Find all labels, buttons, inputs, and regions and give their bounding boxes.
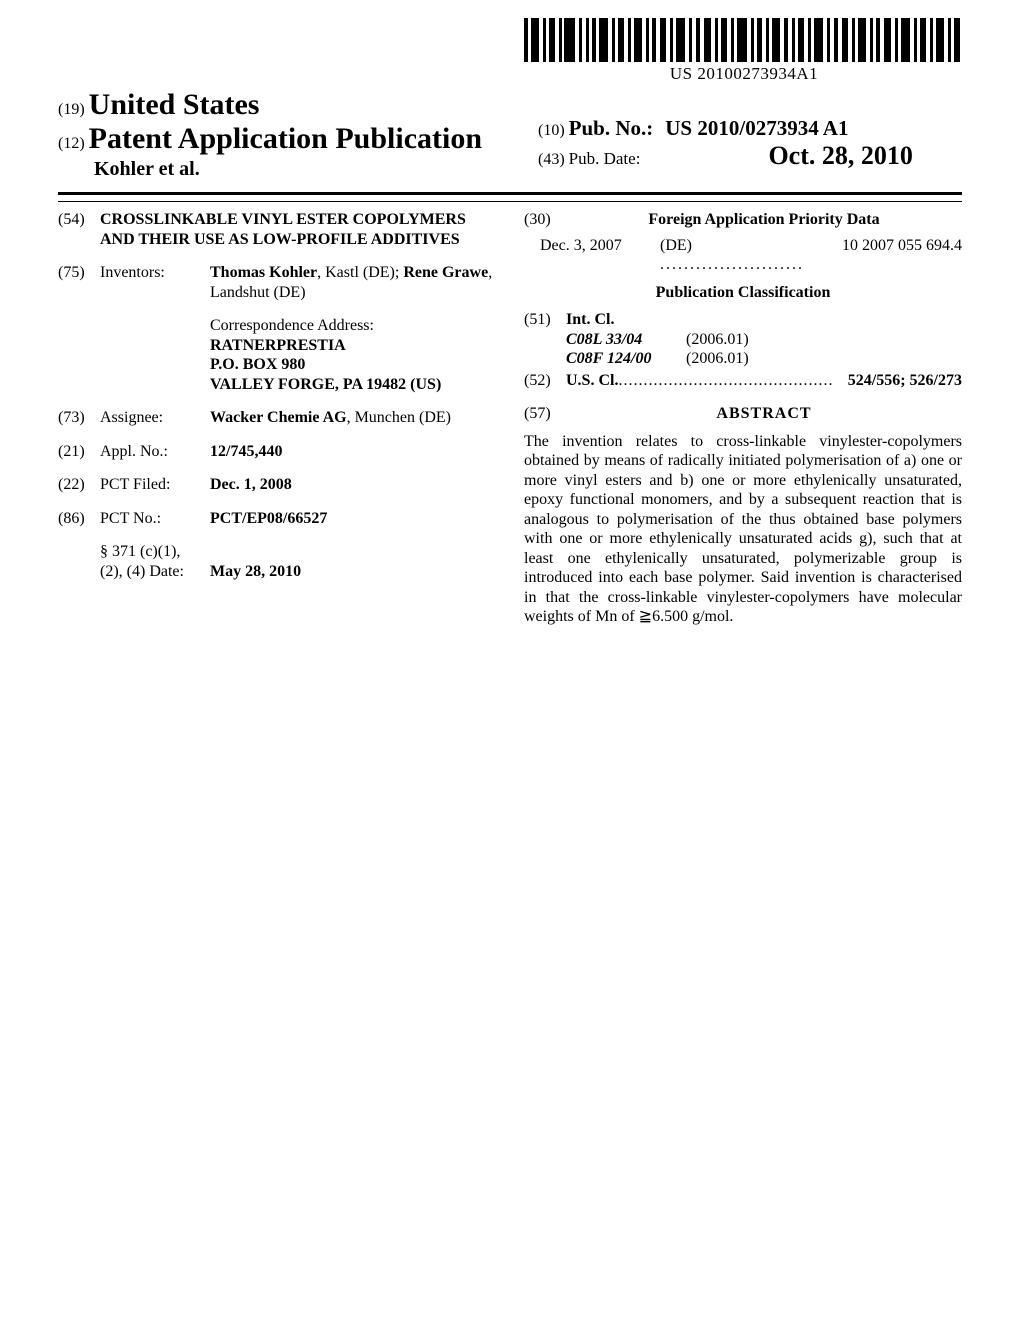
abstract-body: The invention relates to cross-linkable … (524, 432, 962, 627)
correspondence-line1: RATNERPRESTIA (210, 336, 496, 356)
field-abstract-heading: (57) ABSTRACT (524, 404, 962, 428)
intcl-ver-1: (2006.01) (686, 349, 749, 369)
inventors-body: Thomas Kohler, Kastl (DE); Rene Grawe, L… (210, 263, 496, 302)
pubdate-value: Oct. 28, 2010 (768, 141, 912, 170)
barcode-text: US 20100273934A1 (524, 64, 964, 84)
applno-value: 12/745,440 (210, 442, 496, 462)
pctno-value: PCT/EP08/66527 (210, 509, 496, 529)
header-left: (19) United States (12) Patent Applicati… (58, 88, 482, 181)
assignee-body: Wacker Chemie AG, Munchen (DE) (210, 408, 496, 428)
correspondence-line3: VALLEY FORGE, PA 19482 (US) (210, 375, 496, 395)
fpd-num: (30) (524, 210, 566, 230)
s371-line1: § 371 (c)(1), (100, 542, 210, 562)
uscl-val-bold: 524/556; 526/273 (848, 372, 962, 389)
uscl-value: 524/556; 526/273 (833, 371, 962, 391)
office-prefix: (19) (58, 101, 85, 118)
pub-class-heading: Publication Classification (524, 283, 962, 303)
pubno-value: US 2010/0273934 A1 (665, 116, 848, 140)
fpd-row: Dec. 3, 2007 (DE) 10 2007 055 694.4 (540, 236, 962, 275)
correspondence-block: Correspondence Address: RATNERPRESTIA P.… (210, 316, 496, 394)
pctfiled-num: (22) (58, 475, 100, 495)
inventors-label: Inventors: (100, 263, 210, 302)
inventors-num: (75) (58, 263, 100, 302)
correspondence-label: Correspondence Address: (210, 316, 496, 336)
correspondence-line2: P.O. BOX 980 (210, 355, 496, 375)
field-applno: (21) Appl. No.: 12/745,440 (58, 442, 496, 462)
intcl-body: Int. Cl. C08L 33/04 (2006.01) C08F 124/0… (566, 310, 962, 369)
applno-label: Appl. No.: (100, 442, 210, 462)
body-columns: (54) CROSSLINKABLE VINYL ESTER COPOLYMER… (58, 210, 962, 627)
field-pctfiled: (22) PCT Filed: Dec. 1, 2008 (58, 475, 496, 495)
s371-blank (58, 542, 100, 582)
field-inventors: (75) Inventors: Thomas Kohler, Kastl (DE… (58, 263, 496, 302)
right-column: (30) Foreign Application Priority Data D… (524, 210, 962, 627)
field-uscl: (52) U.S. Cl. 524/556; 526/273 (524, 371, 962, 391)
abstract-num: (57) (524, 404, 566, 428)
s371-date: May 28, 2010 (210, 542, 496, 582)
pubdate-label: Pub. Date: (569, 149, 641, 168)
pubno-label: Pub. No.: (569, 116, 654, 140)
pubno-prefix: (10) (538, 122, 565, 139)
field-title: (54) CROSSLINKABLE VINYL ESTER COPOLYMER… (58, 210, 496, 249)
field-fpd: (30) Foreign Application Priority Data (524, 210, 962, 230)
intcl-code-1: C08F 124/00 (566, 349, 686, 369)
rule-thin (58, 201, 962, 202)
field-s371: § 371 (c)(1), (2), (4) Date: May 28, 201… (58, 542, 496, 582)
assignee-label: Assignee: (100, 408, 210, 428)
field-pctno: (86) PCT No.: PCT/EP08/66527 (58, 509, 496, 529)
uscl-dots (618, 371, 833, 391)
fpd-country: (DE) (660, 236, 730, 275)
intcl-row-1: C08F 124/00 (2006.01) (566, 349, 962, 369)
pctno-num: (86) (58, 509, 100, 529)
uscl-label: U.S. Cl. (566, 371, 618, 391)
barcode-graphic (524, 18, 964, 62)
pctno-label: PCT No.: (100, 509, 210, 529)
fpd-date: Dec. 3, 2007 (540, 236, 660, 275)
fpd-heading: Foreign Application Priority Data (566, 210, 962, 230)
pub-type-prefix: (12) (58, 135, 85, 152)
intcl-row-0: C08L 33/04 (2006.01) (566, 330, 962, 350)
pubdate-prefix: (43) (538, 151, 565, 168)
title-num: (54) (58, 210, 100, 249)
office-name: United States (89, 88, 260, 121)
abstract-heading: ABSTRACT (566, 404, 962, 424)
intcl-ver-0: (2006.01) (686, 330, 749, 350)
pctfiled-label: PCT Filed: (100, 475, 210, 495)
left-column: (54) CROSSLINKABLE VINYL ESTER COPOLYMER… (58, 210, 496, 627)
pub-type: Patent Application Publication (89, 122, 482, 155)
pctfiled-value: Dec. 1, 2008 (210, 475, 496, 495)
field-intcl: (51) Int. Cl. C08L 33/04 (2006.01) C08F … (524, 310, 962, 369)
barcode-block: US 20100273934A1 (524, 18, 964, 84)
patent-page: US 20100273934A1 (19) United States (12)… (0, 0, 1024, 1320)
uscl-body: U.S. Cl. 524/556; 526/273 (566, 371, 962, 391)
s371-lines: § 371 (c)(1), (2), (4) Date: (100, 542, 210, 582)
invention-title: CROSSLINKABLE VINYL ESTER COPOLYMERS AND… (100, 210, 496, 249)
intcl-code-0: C08L 33/04 (566, 330, 686, 350)
intcl-label: Int. Cl. (566, 310, 962, 330)
field-assignee: (73) Assignee: Wacker Chemie AG, Munchen… (58, 408, 496, 428)
applno-num: (21) (58, 442, 100, 462)
s371-line2: (2), (4) Date: (100, 562, 210, 582)
fpd-appno: 10 2007 055 694.4 (730, 236, 962, 275)
uscl-num: (52) (524, 371, 566, 391)
authors-line: Kohler et al. (58, 158, 482, 181)
rule-thick (58, 192, 962, 195)
intcl-num: (51) (524, 310, 566, 369)
header-right: (10) Pub. No.: US 2010/0273934 A1 (43) P… (538, 116, 913, 171)
assignee-num: (73) (58, 408, 100, 428)
